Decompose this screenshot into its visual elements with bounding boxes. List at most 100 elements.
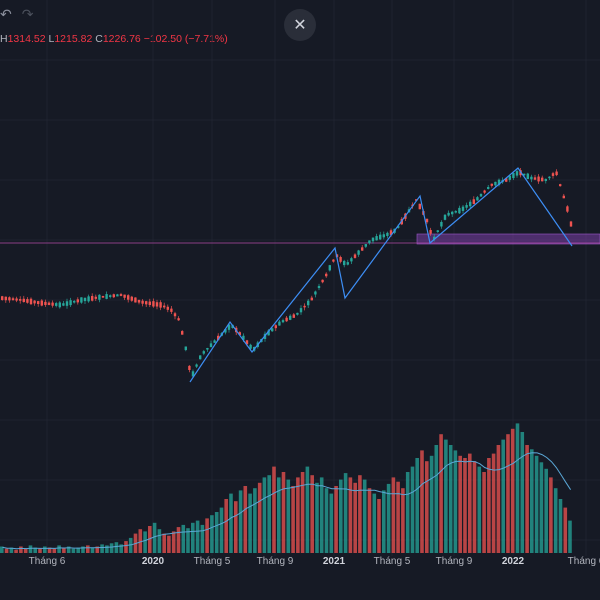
volume-bar — [463, 458, 467, 553]
volume-bar — [439, 434, 443, 553]
volume-bar — [47, 547, 52, 553]
x-axis: Tháng 6 2020 Tháng 5 Tháng 9 2021 Tháng … — [0, 556, 600, 576]
volume-bar — [515, 423, 520, 553]
volume-bar — [162, 533, 166, 553]
redo-icon[interactable]: ↷ — [21, 6, 34, 22]
candle-body — [209, 343, 213, 348]
candle-body — [433, 236, 436, 240]
volume-bar — [396, 481, 400, 553]
candle-body — [242, 335, 245, 340]
candle-body — [375, 236, 378, 241]
volume-bar — [200, 524, 205, 553]
volume-bar — [420, 450, 424, 553]
volume-bar — [539, 462, 544, 553]
candle-body — [19, 299, 22, 301]
candle-body — [101, 295, 105, 298]
volume-bar — [501, 439, 505, 553]
candle-body — [443, 214, 447, 220]
volume-bar — [315, 482, 319, 553]
candle-body — [451, 211, 454, 215]
candle-body — [343, 260, 346, 266]
candle-body — [512, 173, 515, 179]
candle-body — [109, 295, 112, 297]
volume-bar — [300, 472, 305, 553]
candle-body — [559, 184, 562, 187]
x-tick: Tháng 9 — [435, 556, 473, 567]
candle-body — [278, 321, 281, 326]
x-tick: 2022 — [501, 556, 525, 567]
candle-body — [292, 314, 295, 318]
candle-body — [368, 240, 371, 244]
volume-bar — [453, 450, 458, 553]
undo-icon[interactable]: ↶ — [0, 6, 12, 22]
volume-bar — [128, 537, 133, 553]
volume-bar — [171, 531, 176, 553]
candle-body — [494, 181, 497, 186]
candle-body — [145, 301, 148, 305]
volume-bar — [377, 499, 381, 553]
candle-body — [91, 296, 94, 301]
volume-bar — [568, 520, 572, 553]
price-chart[interactable] — [0, 0, 600, 556]
legend-h-label: H — [0, 33, 8, 45]
volume-bar — [229, 493, 233, 553]
volume-bar — [148, 526, 152, 553]
volume-bar — [214, 512, 219, 553]
volume-bar — [334, 486, 338, 553]
volume-bar — [76, 547, 80, 553]
volume-bar — [277, 477, 281, 553]
volume-bar — [152, 522, 157, 553]
volume-bar — [372, 493, 377, 553]
candle-body — [123, 294, 126, 298]
volume-bar — [81, 546, 85, 553]
candle-body — [299, 308, 303, 313]
volume-bar — [224, 499, 228, 553]
candle-body — [490, 183, 493, 186]
candle-body — [508, 175, 511, 180]
candle-body — [562, 195, 565, 199]
candle-body — [116, 294, 119, 297]
candle-body — [479, 193, 483, 197]
volume-bar — [195, 520, 200, 553]
volume-bar — [210, 515, 214, 553]
candle-body — [325, 273, 328, 277]
x-tick: 2020 — [141, 556, 165, 567]
candle-body — [397, 226, 400, 228]
volume-bar — [0, 546, 4, 553]
volume-bar — [491, 453, 496, 553]
candle-body — [8, 297, 11, 301]
candle-body — [44, 301, 47, 305]
candle-body — [188, 365, 191, 370]
volume-bar — [14, 549, 18, 553]
x-tick: Tháng 5 — [373, 556, 411, 567]
candle-body — [195, 364, 198, 367]
candle-body — [11, 298, 15, 301]
candle-body — [33, 300, 36, 304]
candle-body — [418, 203, 421, 210]
volume-bar — [506, 434, 510, 553]
candle-body — [454, 211, 457, 213]
candle-body — [55, 303, 58, 306]
legend-l-value: 1215.82 — [54, 33, 93, 45]
candle-body — [447, 212, 450, 216]
candle-body — [505, 178, 508, 182]
candle-body — [379, 234, 382, 240]
candle-body — [69, 300, 72, 306]
chart-toolbar: ↶ ↷ — [0, 0, 60, 28]
volume-bar — [458, 455, 462, 553]
candle-body — [163, 305, 166, 308]
x-tick: Tháng 6 — [28, 556, 66, 567]
volume-bar — [124, 541, 128, 553]
candle-body — [541, 177, 544, 182]
ohlc-legend: H1314.52 L1215.82 C1226.76 −102.50 (−7.7… — [0, 33, 228, 45]
volume-bar — [510, 428, 515, 553]
volume-bar — [549, 477, 553, 553]
volume-bar — [4, 548, 9, 553]
candle-body — [465, 205, 468, 208]
volume-bar — [425, 461, 429, 553]
candle-body — [303, 305, 306, 308]
close-button[interactable]: ✕ — [284, 9, 316, 41]
candle-body — [199, 355, 202, 360]
candle-body — [206, 347, 209, 350]
volume-bar — [9, 547, 14, 553]
